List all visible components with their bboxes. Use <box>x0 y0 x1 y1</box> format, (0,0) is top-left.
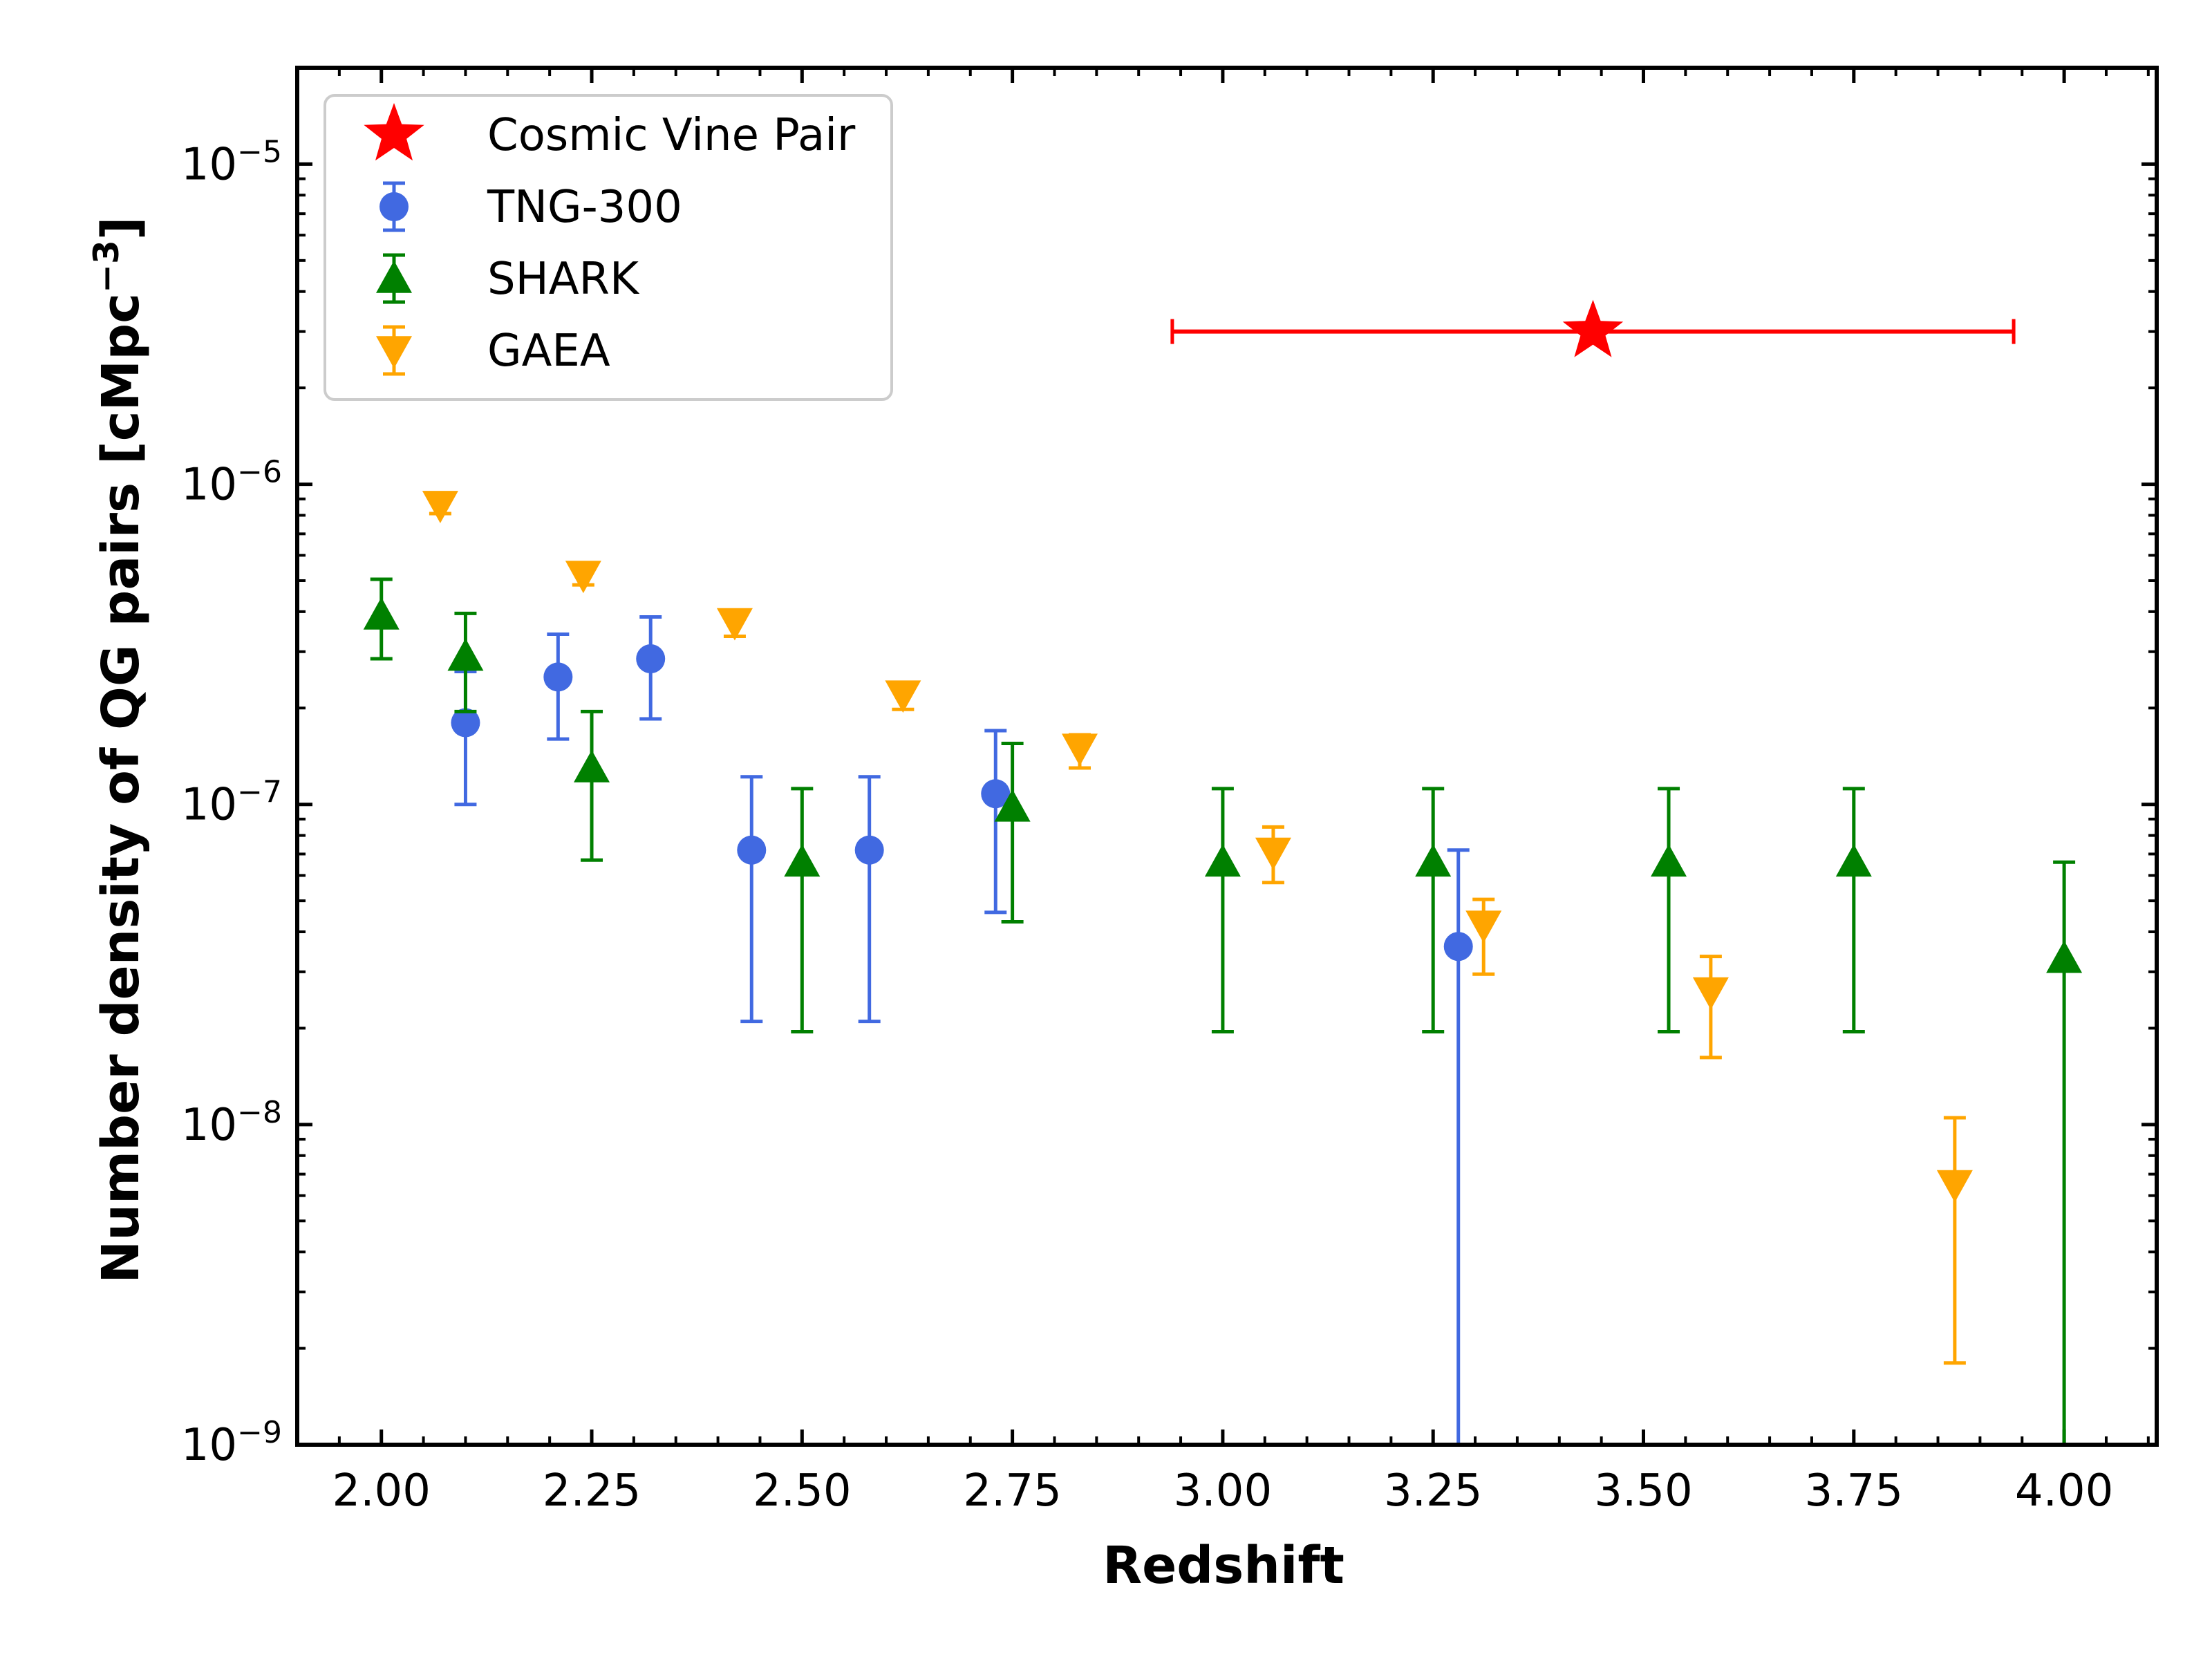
y-tick-label-base: 10 <box>181 139 237 190</box>
y-axis-title-exponent: −3 <box>86 240 126 293</box>
legend-label: TNG-300 <box>487 182 682 233</box>
data-point <box>2046 940 2083 973</box>
y-tick-label-base: 10 <box>181 1420 237 1471</box>
data-point <box>1061 733 1098 767</box>
y-tick-label: 10−8 <box>181 1094 282 1151</box>
data-point <box>1204 844 1241 877</box>
x-axis-title: Redshift <box>1103 1536 1344 1595</box>
y-tick-label-exponent: −5 <box>237 134 282 169</box>
data-point <box>565 561 601 594</box>
data-point <box>854 835 884 865</box>
data-point <box>574 749 610 782</box>
legend-frame <box>324 94 893 401</box>
legend-marker <box>379 192 409 221</box>
legend-entry: TNG-300 <box>379 181 682 233</box>
legend-marker-star <box>364 103 424 161</box>
x-tick-labels: 2.00 2.25 2.50 2.75 3.00 3.25 3.50 3.75 4.00 <box>332 1465 2113 1517</box>
y-tick-label: 10−7 <box>181 774 282 831</box>
legend: Cosmic Vine Pair TNG-300 SHARK GAEA <box>324 94 893 401</box>
legend-entries: Cosmic Vine Pair TNG-300 SHARK GAEA <box>364 103 856 377</box>
series-gaea <box>422 491 1973 1365</box>
data-point <box>363 597 400 630</box>
y-axis-title-close: ] <box>91 216 151 240</box>
y-tick-label-exponent: −9 <box>237 1415 282 1450</box>
legend-label: Cosmic Vine Pair <box>487 110 856 161</box>
y-tick-label: 10−5 <box>181 134 282 191</box>
x-tick-label: 3.50 <box>1594 1465 1693 1517</box>
legend-entry: Cosmic Vine Pair <box>364 103 856 161</box>
data-point <box>994 789 1031 822</box>
data-point <box>981 779 1011 809</box>
y-tick-label: 10−9 <box>181 1415 282 1472</box>
series-shark <box>363 577 2083 1445</box>
x-tick-label: 3.00 <box>1174 1465 1273 1517</box>
data-point <box>543 662 573 692</box>
legend-entry: SHARK <box>376 253 640 305</box>
data-point <box>422 491 458 523</box>
data-point <box>784 844 821 877</box>
data-point <box>1562 299 1624 357</box>
y-tick-label-exponent: −6 <box>237 454 282 489</box>
data-point <box>1443 932 1473 962</box>
series-cosmic-vine-pair <box>1170 299 2016 357</box>
y-tick-label-base: 10 <box>181 460 237 511</box>
data-point <box>737 835 767 865</box>
data-point <box>636 644 666 674</box>
data-point <box>447 638 484 671</box>
x-tick-label: 2.00 <box>332 1465 431 1517</box>
legend-label: GAEA <box>487 326 610 377</box>
data-point <box>1936 1170 1973 1203</box>
x-tick-label: 3.75 <box>1805 1465 1904 1517</box>
data-point <box>716 608 753 641</box>
legend-marker <box>376 336 412 368</box>
y-tick-label-exponent: −7 <box>237 774 282 809</box>
plot-frame <box>295 66 2159 1447</box>
legend-entry: GAEA <box>376 325 610 377</box>
y-tick-label: 10−6 <box>181 454 282 511</box>
y-tick-labels: 10−510−610−710−810−9 <box>181 134 282 1471</box>
y-tick-label-base: 10 <box>181 1100 237 1151</box>
x-tick-label: 3.25 <box>1384 1465 1483 1517</box>
plot-area <box>295 66 2159 1447</box>
data-point <box>451 708 480 738</box>
data-point <box>1651 844 1687 877</box>
x-tick-label: 2.50 <box>753 1465 852 1517</box>
data-point <box>1415 844 1452 877</box>
data-point <box>885 680 921 713</box>
x-tick-label: 2.75 <box>963 1465 1062 1517</box>
data-point <box>1835 844 1872 877</box>
data-series <box>363 299 2083 1445</box>
data-point <box>1255 837 1291 870</box>
data-point <box>1692 977 1729 1010</box>
y-tick-label-exponent: −8 <box>237 1094 282 1130</box>
y-axis-title: Number density of QG pairs [cMpc−3] <box>86 216 151 1283</box>
y-tick-label-base: 10 <box>181 780 237 831</box>
data-point <box>1465 910 1502 944</box>
series-tng-300 <box>451 615 1473 1445</box>
legend-label: SHARK <box>487 254 640 305</box>
legend-marker <box>376 261 412 293</box>
y-axis-title-main: Number density of QG pairs [cMpc <box>91 293 151 1284</box>
x-tick-label: 2.25 <box>543 1465 641 1517</box>
x-tick-label: 4.00 <box>2015 1465 2114 1517</box>
